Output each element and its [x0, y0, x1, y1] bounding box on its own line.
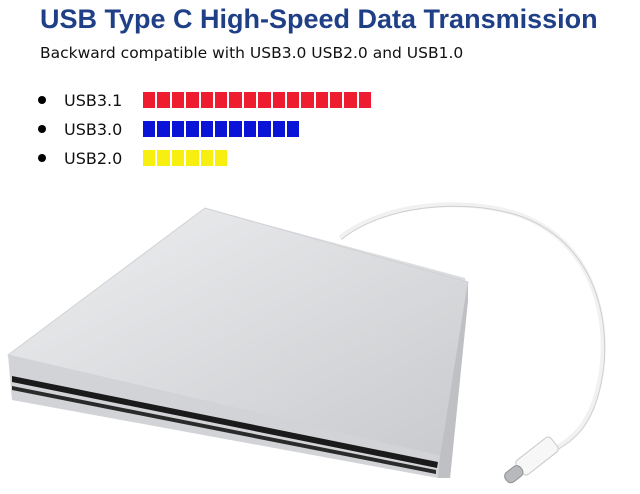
- speed-block: [171, 150, 185, 166]
- speed-block: [186, 150, 199, 166]
- speed-block: [157, 150, 170, 166]
- speed-block: [186, 121, 199, 137]
- speed-block: [272, 92, 285, 108]
- speed-block: [171, 121, 185, 137]
- speed-block: [143, 150, 156, 166]
- speed-block: [258, 92, 271, 108]
- speed-block: [214, 121, 228, 137]
- bullet-icon: [38, 154, 46, 162]
- speed-block: [214, 150, 228, 166]
- speed-block: [157, 92, 170, 108]
- speed-block: [229, 92, 242, 108]
- speed-label: USB2.0: [64, 148, 123, 168]
- speed-block: [171, 92, 185, 108]
- usb-cable: [338, 202, 606, 458]
- speed-block: [358, 92, 372, 108]
- bullet-icon: [38, 96, 46, 104]
- speed-block: [200, 150, 213, 166]
- speed-block: [200, 92, 213, 108]
- speed-block: [214, 92, 228, 108]
- speed-block: [157, 121, 170, 137]
- speed-block: [330, 92, 343, 108]
- speed-block: [200, 121, 213, 137]
- optical-drive: [6, 207, 469, 478]
- speed-block: [272, 121, 285, 137]
- speed-row-usb2-0: USB2.0: [38, 148, 228, 168]
- speed-block: [229, 121, 242, 137]
- speed-block: [315, 92, 329, 108]
- subtitle: Backward compatible with USB3.0 USB2.0 a…: [40, 44, 464, 62]
- speed-block: [143, 92, 156, 108]
- speed-bar: [143, 150, 229, 166]
- speed-block: [258, 121, 271, 137]
- speed-bar: [143, 92, 373, 108]
- bullet-icon: [38, 125, 46, 133]
- speed-block: [286, 92, 300, 108]
- speed-block: [243, 121, 257, 137]
- usb-c-connector: [504, 436, 559, 484]
- page-title: USB Type C High-Speed Data Transmission: [40, 4, 598, 34]
- speed-block: [301, 92, 314, 108]
- speed-block: [243, 92, 257, 108]
- speed-label: USB3.0: [64, 119, 123, 139]
- speed-bar: [143, 121, 301, 137]
- disc-slot: [12, 376, 438, 468]
- speed-block: [186, 92, 199, 108]
- speed-label: USB3.1: [64, 90, 123, 110]
- speed-row-usb3-0: USB3.0: [38, 119, 300, 139]
- speed-block: [286, 121, 300, 137]
- speed-block: [143, 121, 156, 137]
- speed-row-usb3-1: USB3.1: [38, 90, 372, 110]
- speed-block: [344, 92, 357, 108]
